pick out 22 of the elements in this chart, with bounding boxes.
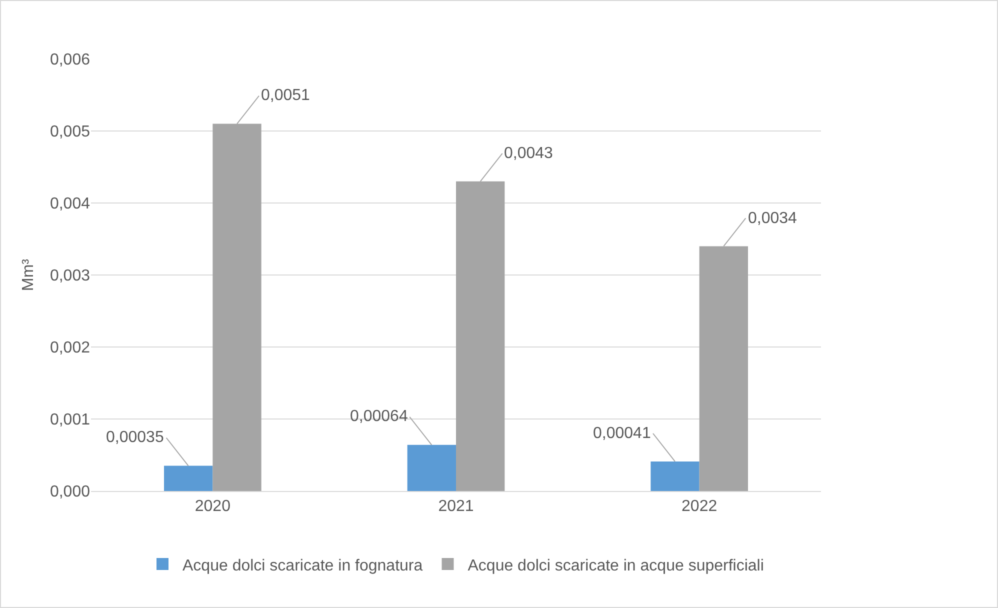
data-label: 0,0034 <box>748 210 798 227</box>
y-tick-label: 0,000 <box>50 484 90 501</box>
y-tick-label: 0,003 <box>50 268 90 285</box>
y-axis-title: Mm³ <box>20 258 37 291</box>
y-tick-label: 0,002 <box>50 340 90 357</box>
x-tick-label: 2022 <box>682 498 718 516</box>
data-label: 0,00035 <box>106 429 164 446</box>
legend-label: Acque dolci scaricate in fognatura <box>182 557 423 574</box>
bar <box>164 466 213 491</box>
x-tick-label: 2020 <box>194 498 231 516</box>
y-tick-label: 0,006 <box>50 52 90 69</box>
y-tick-label: 0,001 <box>50 412 90 429</box>
data-label: 0,0051 <box>261 87 310 104</box>
y-tick-label: 0,005 <box>50 124 90 141</box>
bar <box>407 444 456 491</box>
x-tick-label: 2021 <box>438 498 474 516</box>
y-tick-label: 0,004 <box>50 196 90 213</box>
legend-label: Acque dolci scaricate in acque superficiali <box>468 557 764 574</box>
data-label: 0,00041 <box>593 425 651 442</box>
data-label: 0,0043 <box>504 145 554 162</box>
data-label: 0,00064 <box>350 408 408 425</box>
bar <box>650 461 700 491</box>
